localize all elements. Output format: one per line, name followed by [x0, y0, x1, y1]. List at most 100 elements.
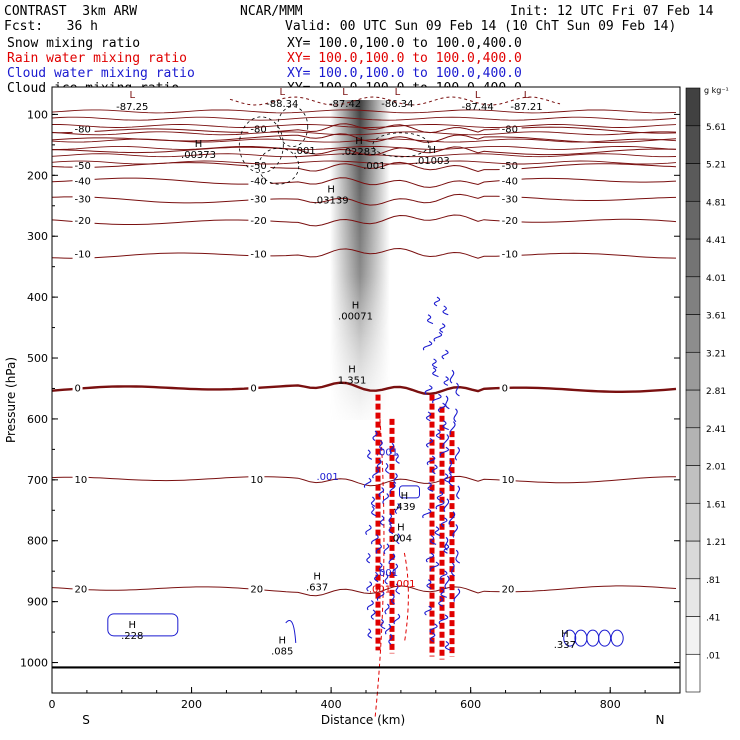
cloud-ice-contour	[277, 106, 309, 147]
temperature-contour-label: -10	[75, 249, 91, 260]
high-value: .439	[393, 502, 415, 513]
cloud-water-cell	[398, 485, 420, 499]
y-tick-label: 600	[27, 413, 48, 426]
high-marker: H	[561, 629, 569, 640]
high-value: .085	[271, 646, 293, 657]
contour-label-bg	[248, 214, 271, 226]
contour-label-bg	[499, 175, 522, 187]
y-tick-label: 400	[27, 291, 48, 304]
colorbar-box	[685, 351, 701, 391]
colorbar-box	[685, 125, 701, 164]
colorbar-label: .81	[706, 576, 720, 586]
field-name-snow: Snow mixing ratio	[7, 36, 141, 51]
init-time: Init: 12 UTC Fri 07 Feb 14	[510, 4, 714, 19]
temperature-contour-label: -10	[250, 249, 266, 260]
colorbar-label: .41	[706, 614, 720, 624]
temperature-contour-label: -50	[502, 161, 518, 172]
y-tick-label: 500	[27, 352, 48, 365]
contour-label-bg	[248, 248, 271, 260]
temperature-contour	[51, 116, 677, 121]
north-label: N	[656, 713, 665, 727]
low-marker: L	[475, 90, 481, 101]
cloud-ice-contour	[238, 116, 284, 174]
colorbar-label: 5.21	[706, 161, 726, 171]
field-name-rain: Rain water mixing ratio	[7, 51, 188, 66]
y-tick-label: 800	[27, 535, 48, 548]
contour-value-label: .001	[293, 146, 315, 157]
cloud-water-cell	[610, 629, 624, 647]
cloud-water-contours	[422, 296, 452, 651]
high-value: .004	[390, 534, 412, 545]
high-value: .01003	[415, 156, 450, 167]
y-tick-label: 700	[27, 474, 48, 487]
temperature-contour	[51, 153, 677, 158]
temperature-contour-label: -40	[502, 176, 518, 187]
high-value: .637	[306, 582, 328, 593]
x-tick-label: 800	[600, 698, 621, 711]
low-marker: L	[279, 87, 285, 98]
high-value: .228	[121, 631, 143, 642]
y-tick-label: 1000	[20, 657, 48, 670]
colorbar-label: 3.61	[706, 312, 726, 322]
field-xy-rain: XY= 100.0,100.0 to 100.0,400.0	[287, 51, 522, 66]
low-marker: L	[395, 87, 401, 98]
high-marker: H	[195, 139, 203, 150]
contour-value-label: .001	[363, 161, 385, 172]
plot-area: -80 -80 -80 -50 -50 -50 -40 -40 -40 -30 -30 -30 -20 -…	[20, 86, 726, 719]
y-tick-label: 900	[27, 596, 48, 609]
temperature-contour-label: -50	[75, 161, 91, 172]
contour-value-label: .001	[376, 568, 398, 579]
high-marker: H	[355, 136, 363, 147]
forecast-hour: Fcst: 36 h	[4, 19, 98, 34]
colorbar-box	[685, 238, 701, 278]
low-marker: L	[129, 90, 135, 101]
upper-contour	[229, 96, 561, 106]
temperature-contour-label: 0	[250, 383, 256, 394]
contour-value-label: .001	[316, 472, 338, 483]
low-value: -86.34	[381, 99, 413, 110]
high-value: 1.351	[338, 375, 367, 386]
colorbar-box	[685, 276, 701, 315]
contour-label-bg	[72, 160, 95, 172]
contour-label-bg	[72, 583, 89, 595]
colorbar-box	[685, 465, 701, 504]
temperature-contour	[51, 131, 677, 136]
contour-label-bg	[72, 214, 95, 226]
colorbar-box	[685, 314, 701, 353]
contour-label-bg	[499, 583, 516, 595]
contour-label-bg	[248, 193, 271, 205]
colorbar-label: 4.81	[706, 198, 726, 208]
colorbar-box	[685, 427, 701, 466]
temperature-contour	[51, 177, 677, 188]
colorbar-label: 1.21	[706, 538, 726, 548]
temperature-contour-label: -80	[502, 125, 518, 136]
temperature-contour-label: 10	[502, 475, 515, 486]
contour-label-bg	[72, 123, 95, 135]
colorbar-box	[685, 540, 701, 580]
contour-label-bg	[248, 123, 271, 135]
high-marker: H	[352, 300, 360, 311]
center-title: NCAR/MMM	[240, 4, 303, 19]
temperature-contour-label: -30	[502, 195, 518, 206]
low-value: -88.34	[266, 99, 298, 110]
y-tick-label: 100	[27, 108, 48, 121]
temperature-contour-label: -80	[250, 125, 266, 136]
contour-label-bg	[248, 473, 265, 485]
temperature-contour-label: -20	[250, 216, 266, 227]
low-marker: L	[524, 90, 530, 101]
colorbar-label: 4.41	[706, 236, 726, 246]
contour-label-bg	[248, 382, 259, 394]
temperature-contour	[51, 214, 677, 227]
cloud-water-contours	[363, 430, 386, 639]
temperature-contour-label: 20	[250, 584, 263, 595]
cloud-water-contours	[382, 442, 401, 645]
colorbar-box	[685, 616, 701, 655]
temperature-contour	[52, 146, 677, 156]
contour-label-bg	[72, 248, 95, 260]
contour-value-label: .001	[369, 585, 391, 596]
colorbar-label: 4.01	[706, 274, 726, 284]
y-axis-label: Pressure (hPa)	[4, 357, 18, 443]
high-marker: H	[313, 571, 321, 582]
cloud-water-cell	[598, 629, 612, 647]
contour-label-bg	[499, 214, 522, 226]
